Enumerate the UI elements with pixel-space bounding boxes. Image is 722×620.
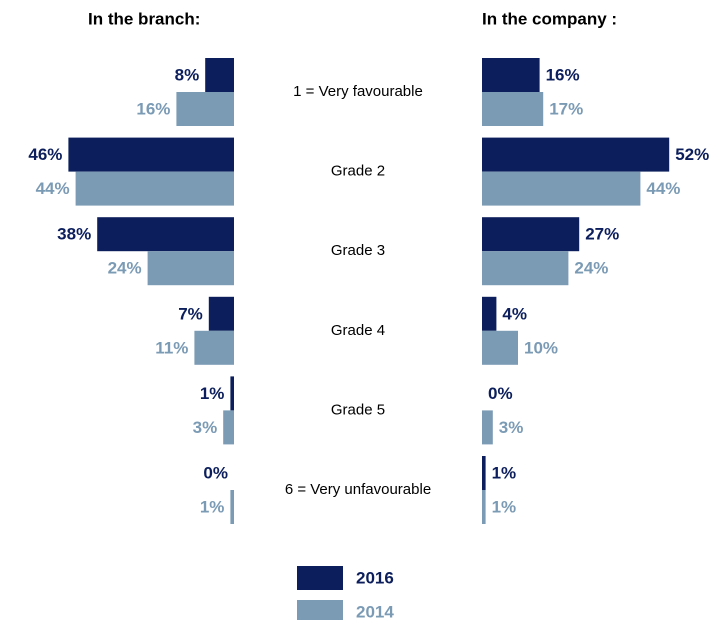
bar bbox=[147, 251, 234, 286]
category-label: Grade 2 bbox=[331, 163, 385, 180]
value-label: 8% bbox=[175, 65, 200, 84]
category-label: 1 = Very favourable bbox=[293, 83, 423, 100]
value-label: 38% bbox=[57, 225, 91, 244]
bar bbox=[230, 490, 234, 524]
value-label: 16% bbox=[546, 65, 580, 84]
value-label: 24% bbox=[574, 259, 608, 278]
bar bbox=[482, 171, 641, 206]
bar bbox=[482, 217, 580, 252]
bar bbox=[482, 92, 544, 126]
value-label: 0% bbox=[203, 463, 228, 482]
legend-label: 2014 bbox=[356, 602, 394, 620]
legend-label: 2016 bbox=[356, 568, 394, 587]
value-label: 44% bbox=[36, 179, 70, 198]
value-label: 11% bbox=[155, 338, 188, 357]
bar bbox=[482, 296, 497, 331]
bar bbox=[97, 217, 234, 252]
bar bbox=[68, 137, 235, 172]
bar bbox=[482, 456, 486, 490]
value-label: 7% bbox=[178, 304, 203, 323]
bar bbox=[205, 58, 234, 92]
category-label: 6 = Very unfavourable bbox=[285, 481, 431, 498]
category-label: Grade 4 bbox=[331, 322, 385, 339]
category-label: Grade 5 bbox=[331, 401, 385, 418]
bar bbox=[482, 490, 486, 524]
value-label: 17% bbox=[549, 99, 583, 118]
value-label: 1% bbox=[200, 384, 225, 403]
bar bbox=[194, 330, 234, 365]
value-label: 1% bbox=[200, 497, 225, 516]
value-label: 4% bbox=[502, 304, 527, 323]
bar bbox=[223, 410, 234, 445]
value-label: 1% bbox=[492, 497, 517, 516]
value-label: 3% bbox=[193, 418, 218, 437]
bar bbox=[482, 410, 493, 445]
value-label: 24% bbox=[108, 259, 142, 278]
bar bbox=[482, 251, 569, 286]
value-label: 16% bbox=[136, 99, 170, 118]
value-label: 10% bbox=[524, 338, 558, 357]
chart-title: In the branch: bbox=[88, 9, 200, 28]
bar bbox=[208, 296, 234, 331]
value-label: 3% bbox=[499, 418, 524, 437]
legend-swatch bbox=[297, 600, 343, 620]
bar bbox=[176, 92, 234, 126]
value-label: 44% bbox=[646, 179, 680, 198]
bar bbox=[482, 330, 518, 365]
category-label: Grade 3 bbox=[331, 242, 385, 259]
value-label: 0% bbox=[488, 384, 513, 403]
legend-swatch bbox=[297, 566, 343, 590]
value-label: 27% bbox=[585, 225, 619, 244]
bar bbox=[482, 58, 540, 92]
bar bbox=[75, 171, 234, 206]
value-label: 1% bbox=[492, 463, 517, 482]
value-label: 52% bbox=[675, 145, 709, 164]
chart-title: In the company : bbox=[482, 9, 617, 28]
bar bbox=[482, 137, 670, 172]
value-label: 46% bbox=[28, 145, 62, 164]
bar bbox=[230, 376, 234, 411]
